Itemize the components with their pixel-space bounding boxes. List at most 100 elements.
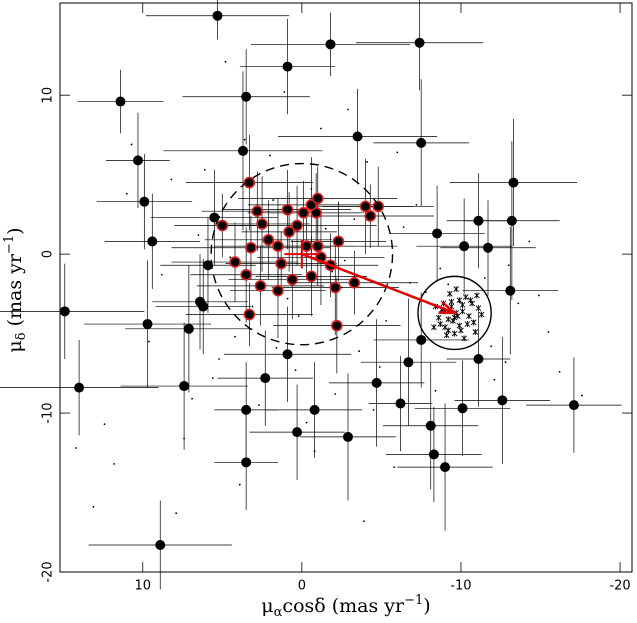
x-tick-label: -10: [450, 579, 471, 594]
point: [340, 286, 343, 289]
y-label-rest: (mas yr: [4, 253, 26, 332]
point: [202, 260, 213, 271]
arrow: [301, 252, 458, 315]
point: [305, 421, 308, 424]
point: [311, 192, 324, 205]
point: [459, 301, 466, 308]
point: [352, 131, 363, 142]
point: [470, 319, 477, 326]
point: [256, 218, 268, 230]
x-axis-label: μαcosδ (mas yr−1): [261, 593, 430, 620]
point: [385, 319, 388, 322]
point: [378, 366, 381, 368]
point: [241, 457, 252, 468]
point: [294, 369, 297, 372]
point: [445, 316, 452, 323]
point: [332, 235, 345, 248]
point: [359, 200, 372, 213]
point: [74, 382, 85, 393]
point: [504, 361, 507, 364]
point: [507, 264, 510, 267]
point: [237, 145, 248, 156]
point: [329, 281, 342, 294]
point: [415, 203, 418, 206]
point: [103, 423, 106, 426]
point: [409, 281, 411, 284]
point: [395, 398, 406, 409]
point: [113, 463, 115, 465]
point: [139, 196, 150, 207]
point: [300, 240, 313, 252]
point: [334, 393, 337, 395]
point: [453, 286, 460, 293]
point: [462, 294, 469, 301]
point: [456, 322, 463, 329]
point: [211, 377, 214, 379]
point: [283, 226, 295, 238]
point: [198, 301, 209, 312]
point: [458, 327, 464, 334]
point: [272, 199, 275, 201]
point: [234, 335, 236, 338]
point: [160, 273, 163, 276]
point: [497, 395, 508, 406]
point: [132, 155, 143, 166]
point: [241, 91, 252, 102]
dashed-circle: [210, 162, 394, 346]
point: [483, 242, 494, 253]
y-label-end: ): [4, 227, 26, 234]
point: [283, 91, 286, 93]
point: [414, 37, 425, 48]
point: [209, 212, 220, 223]
y-axis-label: μδ (mas yr−1): [2, 227, 29, 352]
point: [466, 313, 472, 320]
point: [371, 377, 382, 388]
point: [216, 219, 229, 232]
point: [130, 143, 133, 146]
solid-circle: [417, 275, 492, 351]
point: [437, 321, 444, 328]
point: [75, 447, 77, 449]
point: [313, 450, 316, 453]
point: [59, 306, 70, 317]
point: [425, 420, 436, 431]
y-tick-label: 10: [41, 87, 56, 104]
x-label-end: ): [423, 595, 430, 617]
point: [396, 151, 399, 154]
point: [528, 240, 531, 243]
point: [568, 400, 579, 411]
point: [461, 335, 467, 342]
point: [212, 10, 223, 21]
y-tick-label: 0: [41, 250, 56, 258]
point: [115, 96, 126, 107]
point: [428, 449, 439, 460]
point: [451, 314, 458, 321]
point: [358, 350, 361, 352]
point: [456, 297, 463, 304]
point: [203, 168, 206, 171]
point: [251, 205, 264, 218]
point: [403, 357, 414, 368]
point: [175, 512, 178, 515]
y-label-sub: δ: [14, 332, 29, 340]
point: [272, 240, 284, 252]
point: [451, 330, 458, 337]
point: [431, 324, 437, 331]
point: [229, 256, 232, 259]
point: [435, 314, 442, 321]
point: [297, 315, 300, 318]
point: [264, 238, 267, 241]
point: [218, 358, 221, 360]
point: [348, 276, 361, 289]
point: [183, 437, 186, 440]
point: [474, 292, 480, 299]
point: [353, 218, 356, 221]
point: [347, 108, 349, 111]
point: [286, 273, 299, 286]
point: [402, 226, 405, 229]
point: [254, 280, 267, 292]
point: [331, 319, 343, 332]
point: [238, 483, 241, 486]
point: [343, 259, 346, 262]
point: [459, 241, 470, 252]
